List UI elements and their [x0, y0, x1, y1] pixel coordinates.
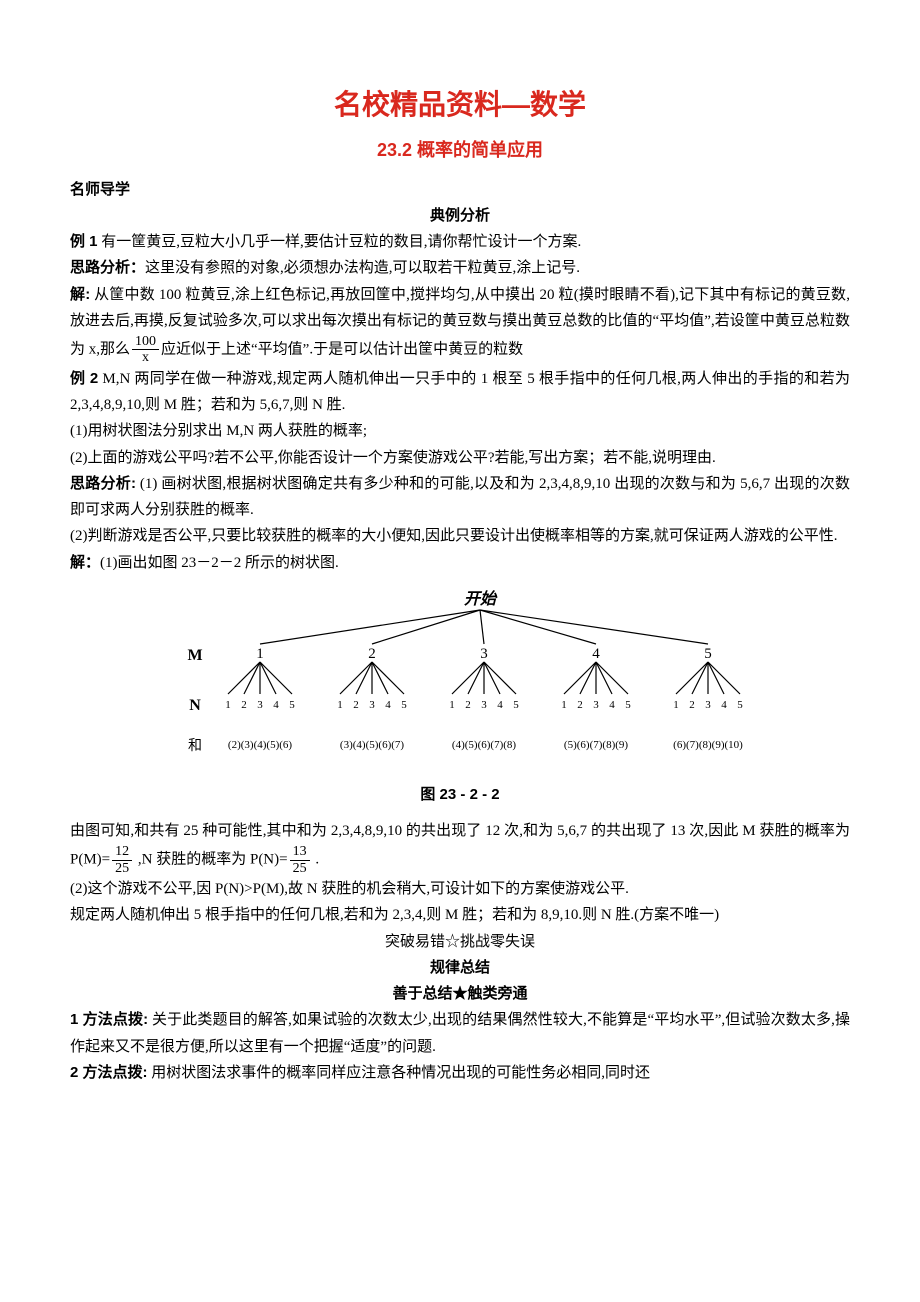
- svg-text:4: 4: [385, 699, 391, 711]
- svg-text:M: M: [187, 647, 202, 664]
- svg-text:5: 5: [704, 646, 712, 662]
- svg-text:(2)(3)(4)(5)(6): (2)(3)(4)(5)(6): [228, 739, 292, 751]
- method-1-label: 1 方法点拨:: [70, 1011, 148, 1028]
- svg-text:2: 2: [465, 699, 471, 711]
- svg-text:3: 3: [257, 699, 263, 711]
- svg-text:1: 1: [225, 699, 231, 711]
- svg-text:1: 1: [561, 699, 567, 711]
- svg-text:5: 5: [401, 699, 407, 711]
- solution-1: 解: 从筐中数 100 粒黄豆,涂上红色标记,再放回筐中,搅拌均匀,从中摸出 2…: [70, 282, 850, 366]
- analysis-2b: (2)判断游戏是否公平,只要比较获胜的概率的大小便知,因此只要设计出使概率相等的…: [70, 523, 850, 549]
- analysis-1: 思路分析：这里没有参照的对象,必须想办法构造,可以取若干粒黄豆,涂上记号.: [70, 255, 850, 281]
- svg-text:2: 2: [577, 699, 583, 711]
- fraction-pn: 1325: [290, 844, 310, 876]
- solution-2-2b: 规定两人随机伸出 5 根手指中的任何几根,若和为 2,3,4,则 M 胜；若和为…: [70, 902, 850, 928]
- section-breakthrough: 突破易错☆挑战零失误: [70, 929, 850, 955]
- example-2-label: 例 2: [70, 370, 98, 387]
- svg-text:5: 5: [289, 699, 295, 711]
- conclusion-end: .: [312, 852, 320, 868]
- section-examples: 典例分析: [70, 203, 850, 229]
- analysis-2: 思路分析: (1) 画树状图,根据树状图确定共有多少种和的可能,以及和为 2,3…: [70, 471, 850, 524]
- fraction-100-x: 100x: [132, 334, 159, 366]
- svg-text:3: 3: [705, 699, 711, 711]
- svg-text:4: 4: [273, 699, 279, 711]
- figure-caption: 图 23 - 2 - 2: [70, 782, 850, 808]
- main-title: 名校精品资料—数学: [70, 80, 850, 129]
- svg-text:N: N: [189, 697, 201, 714]
- analysis-2-label: 思路分析:: [70, 475, 136, 492]
- svg-text:2: 2: [353, 699, 359, 711]
- svg-text:4: 4: [609, 699, 615, 711]
- analysis-1-text: 这里没有参照的对象,必须想办法构造,可以取若干粒黄豆,涂上记号.: [145, 260, 580, 276]
- svg-text:3: 3: [593, 699, 599, 711]
- solution-2-label: 解：: [70, 554, 100, 571]
- section-teacher: 名师导学: [70, 181, 130, 198]
- example-2: 例 2 M,N 两同学在做一种游戏,规定两人随机伸出一只手中的 1 根至 5 根…: [70, 366, 850, 419]
- solution-2-1: (1)画出如图 23－2－2 所示的树状图.: [100, 555, 339, 571]
- conclusion-mid: ,N 获胜的概率为 P(N)=: [134, 852, 287, 868]
- svg-text:2: 2: [241, 699, 247, 711]
- svg-text:1: 1: [673, 699, 679, 711]
- svg-text:4: 4: [592, 646, 600, 662]
- section-summarize: 善于总结★触类旁通: [70, 981, 850, 1007]
- svg-text:5: 5: [513, 699, 519, 711]
- example-2-q1: (1)用树状图法分别求出 M,N 两人获胜的概率;: [70, 418, 850, 444]
- svg-text:3: 3: [480, 646, 488, 662]
- svg-text:1: 1: [337, 699, 343, 711]
- solution-2: 解：(1)画出如图 23－2－2 所示的树状图.: [70, 550, 850, 576]
- analysis-1-label: 思路分析：: [70, 259, 145, 276]
- tree-diagram: 开始MN和112345(2)(3)(4)(5)(6)212345(3)(4)(5…: [70, 586, 850, 776]
- svg-text:3: 3: [369, 699, 375, 711]
- solution-2-2a: (2)这个游戏不公平,因 P(N)>P(M),故 N 获胜的机会稍大,可设计如下…: [70, 876, 850, 902]
- conclusion: 由图可知,和共有 25 种可能性,其中和为 2,3,4,8,9,10 的共出现了…: [70, 818, 850, 876]
- svg-text:(6)(7)(8)(9)(10): (6)(7)(8)(9)(10): [673, 739, 743, 751]
- svg-text:2: 2: [368, 646, 376, 662]
- example-1: 例 1 有一筐黄豆,豆粒大小几乎一样,要估计豆粒的数目,请你帮忙设计一个方案.: [70, 229, 850, 255]
- analysis-2-text: (1) 画树状图,根据树状图确定共有多少种和的可能,以及和为 2,3,4,8,9…: [70, 476, 850, 518]
- svg-text:1: 1: [256, 646, 264, 662]
- section-rules: 规律总结: [70, 955, 850, 981]
- method-2: 2 方法点拨: 用树状图法求事件的概率同样应注意各种情况出现的可能性务必相同,同…: [70, 1060, 850, 1086]
- svg-text:3: 3: [481, 699, 487, 711]
- method-2-label: 2 方法点拨:: [70, 1064, 148, 1081]
- svg-text:5: 5: [737, 699, 743, 711]
- example-1-text: 有一筐黄豆,豆粒大小几乎一样,要估计豆粒的数目,请你帮忙设计一个方案.: [98, 234, 582, 250]
- svg-text:和: 和: [188, 738, 202, 754]
- svg-text:1: 1: [449, 699, 455, 711]
- svg-text:开始: 开始: [464, 590, 498, 608]
- sub-title: 23.2 概率的简单应用: [70, 135, 850, 167]
- method-1-text: 关于此类题目的解答,如果试验的次数太少,出现的结果偶然性较大,不能算是“平均水平…: [70, 1012, 850, 1054]
- svg-text:(5)(6)(7)(8)(9): (5)(6)(7)(8)(9): [564, 739, 628, 751]
- svg-text:(3)(4)(5)(6)(7): (3)(4)(5)(6)(7): [340, 739, 404, 751]
- fraction-pm: 1225: [112, 844, 132, 876]
- solution-1b: 应近似于上述“平均值”.于是可以估计出筐中黄豆的粒数: [161, 341, 523, 357]
- example-1-label: 例 1: [70, 233, 98, 250]
- example-2-text: M,N 两同学在做一种游戏,规定两人随机伸出一只手中的 1 根至 5 根手指中的…: [70, 371, 850, 413]
- method-2-text: 用树状图法求事件的概率同样应注意各种情况出现的可能性务必相同,同时还: [148, 1065, 651, 1081]
- solution-1-label: 解:: [70, 286, 90, 303]
- example-2-q2: (2)上面的游戏公平吗?若不公平,你能否设计一个方案使游戏公平?若能,写出方案；…: [70, 445, 850, 471]
- svg-text:4: 4: [721, 699, 727, 711]
- svg-text:(4)(5)(6)(7)(8): (4)(5)(6)(7)(8): [452, 739, 516, 751]
- svg-text:2: 2: [689, 699, 695, 711]
- svg-text:5: 5: [625, 699, 631, 711]
- svg-text:4: 4: [497, 699, 503, 711]
- method-1: 1 方法点拨: 关于此类题目的解答,如果试验的次数太少,出现的结果偶然性较大,不…: [70, 1007, 850, 1060]
